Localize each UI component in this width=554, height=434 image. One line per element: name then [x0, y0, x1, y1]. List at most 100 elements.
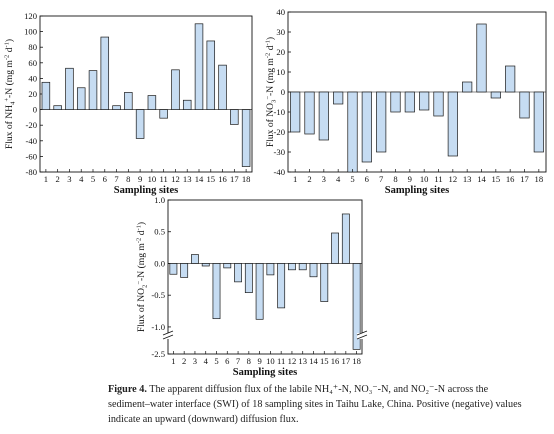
- chart-c-ylabel-sub: 2: [142, 285, 149, 288]
- chart-c-ylabel-charge: −: [136, 281, 143, 285]
- chart-b-xtick-label-7: 7: [379, 174, 384, 184]
- chart-c-ylabel-exp1: -2: [136, 238, 143, 243]
- chart-c-ytick-label-3: 0.0: [154, 258, 165, 268]
- chart-b-bar-12: [447, 91, 458, 157]
- chart-b-bar-16: [505, 65, 516, 93]
- chart-b-xtick-label-15: 15: [492, 174, 501, 184]
- chart-b-ylabel-charge: −: [265, 96, 272, 100]
- chart-c-xtick-label-3: 3: [193, 356, 197, 366]
- chart-c-xtick-label-15: 15: [320, 356, 329, 366]
- chart-b-bar-9: [404, 91, 415, 113]
- chart-c-xtick-label-17: 17: [342, 356, 351, 366]
- chart-a-xtick-label-17: 17: [230, 174, 239, 184]
- chart-c-xtick-label-6: 6: [225, 356, 230, 366]
- chart-b-ylabel-sub: 3: [271, 100, 278, 103]
- chart-a-ylabel-prefix: Flux of NH: [4, 105, 15, 149]
- chart-b-bar-8: [390, 91, 401, 113]
- caption-label: Figure 4.: [108, 384, 147, 395]
- chart-b-bar-1: [290, 91, 301, 133]
- chart-a-bar-6: [100, 36, 110, 110]
- chart-b-ylabel-close: ): [265, 37, 276, 40]
- chart-a-ylabel-sub: 4: [10, 101, 17, 105]
- chart-c-break-gap-1: [357, 333, 367, 339]
- chart-c-bar-4: [201, 263, 210, 267]
- chart-c-bar-18: [352, 263, 361, 350]
- chart-c-bar-10: [266, 263, 275, 276]
- chart-b-xtick-label-10: 10: [420, 174, 429, 184]
- chart-b-bar-3: [318, 91, 329, 141]
- chart-c-xtick-label-7: 7: [236, 356, 241, 366]
- chart-a-bar-14: [194, 23, 204, 110]
- chart-c-xtick-label-13: 13: [298, 356, 307, 366]
- chart-b-xtick-label-2: 2: [307, 174, 311, 184]
- chart-c-bar-11: [277, 263, 286, 309]
- chart-a-ytick-label-1: -60: [26, 151, 37, 161]
- chart-c-xtick-label-16: 16: [331, 356, 340, 366]
- chart-a-xtick-label-7: 7: [114, 174, 119, 184]
- chart-a-bar-8: [124, 92, 133, 110]
- chart-a-xtick-label-16: 16: [218, 174, 227, 184]
- chart-c-break-gap-0: [163, 333, 173, 339]
- chart-no2-flux: -2.5 -1.0 -0.5 0.0 0.5 1.0 1 2 3 4 5 6 7 8 9 10 11 12 13 14…: [132, 194, 394, 380]
- chart-a-xtick-label-10: 10: [148, 174, 157, 184]
- chart-c-bar-8: [244, 263, 253, 294]
- chart-a-bar-17: [230, 109, 239, 125]
- chart-b-ytick-label-2: -20: [274, 127, 285, 137]
- chart-c-ylabel-exp2: -1: [136, 225, 143, 230]
- caption-line3: indicate an upward (downward) diffusion …: [108, 414, 299, 425]
- chart-b-ytick-label-6: 20: [276, 47, 285, 57]
- chart-a-xlabel: Sampling sites: [114, 185, 178, 196]
- chart-a-bar-12: [171, 69, 180, 110]
- chart-b-ytick-label-3: -10: [274, 107, 285, 117]
- chart-a-bar-3: [65, 67, 74, 110]
- chart-c-xtick-label-4: 4: [204, 356, 209, 366]
- chart-a-ytick-label-0: -80: [26, 167, 37, 177]
- chart-b-xtick-label-1: 1: [293, 174, 297, 184]
- chart-a-xtick-label-11: 11: [160, 174, 168, 184]
- chart-b-ytick-label-5: 10: [276, 67, 285, 77]
- chart-a-bar-5: [88, 70, 98, 110]
- chart-b-xtick-label-9: 9: [408, 174, 412, 184]
- chart-nh4-flux: -80 -60 -40 -20 0 20 40 60 80 100 120 1 2 3 4 5 6 7 8 9 10 11…: [0, 4, 268, 196]
- chart-a-ytick-label-8: 80: [28, 42, 37, 52]
- chart-a-ylabel-unit: -N (mg m: [4, 60, 15, 98]
- chart-c-ylabel-unit2: d: [136, 230, 147, 237]
- chart-c-xtick-label-1: 1: [171, 356, 175, 366]
- chart-a-ytick-label-6: 40: [28, 73, 37, 83]
- chart-a-xtick-label-14: 14: [195, 174, 204, 184]
- chart-b-xtick-label-12: 12: [449, 174, 458, 184]
- chart-c-xtick-label-10: 10: [266, 356, 275, 366]
- chart-a-xtick-label-5: 5: [91, 174, 95, 184]
- chart-a-xtick-label-4: 4: [79, 174, 84, 184]
- chart-c-xtick-label-14: 14: [309, 356, 318, 366]
- chart-c-bar-2: [180, 263, 189, 278]
- chart-c-bar-3: [191, 254, 199, 264]
- chart-b-xtick-label-18: 18: [535, 174, 544, 184]
- chart-a-bar-2: [53, 105, 62, 110]
- chart-b-xtick-label-14: 14: [477, 174, 486, 184]
- chart-b-xtick-label-17: 17: [520, 174, 529, 184]
- chart-c-xtick-label-8: 8: [247, 356, 251, 366]
- chart-b-ylabel: Flux of NO3−-N (mg m-2 d-1): [265, 37, 278, 147]
- chart-c-xlabel: Sampling sites: [233, 367, 297, 378]
- chart-b-ytick-label-1: -30: [274, 147, 285, 157]
- chart-b-bar-10: [419, 91, 430, 111]
- chart-b-ylabel-prefix: Flux of NO: [265, 103, 276, 147]
- chart-a-ytick-label-7: 60: [28, 58, 37, 68]
- chart-a-bar-13: [182, 99, 192, 110]
- chart-c-xtick-label-12: 12: [288, 356, 297, 366]
- chart-b-xtick-label-5: 5: [350, 174, 354, 184]
- figure-caption: Figure 4. The apparent diffusion flux of…: [108, 382, 548, 427]
- chart-c-ylabel: Flux of NO2−-N (mg m-2 d-1): [136, 222, 149, 332]
- chart-a-xtick-label-13: 13: [183, 174, 192, 184]
- chart-c-bar-17: [341, 213, 350, 264]
- chart-c-xtick-label-5: 5: [214, 356, 218, 366]
- chart-c-xtick-label-2: 2: [182, 356, 186, 366]
- chart-a-xtick-label-1: 1: [44, 174, 48, 184]
- chart-a-xtick-label-15: 15: [206, 174, 215, 184]
- chart-c-ytick-label-5: 1.0: [154, 195, 165, 205]
- chart-c-xtick-label-11: 11: [277, 356, 285, 366]
- chart-a-xtick-label-12: 12: [171, 174, 180, 184]
- chart-b-xtick-label-4: 4: [336, 174, 341, 184]
